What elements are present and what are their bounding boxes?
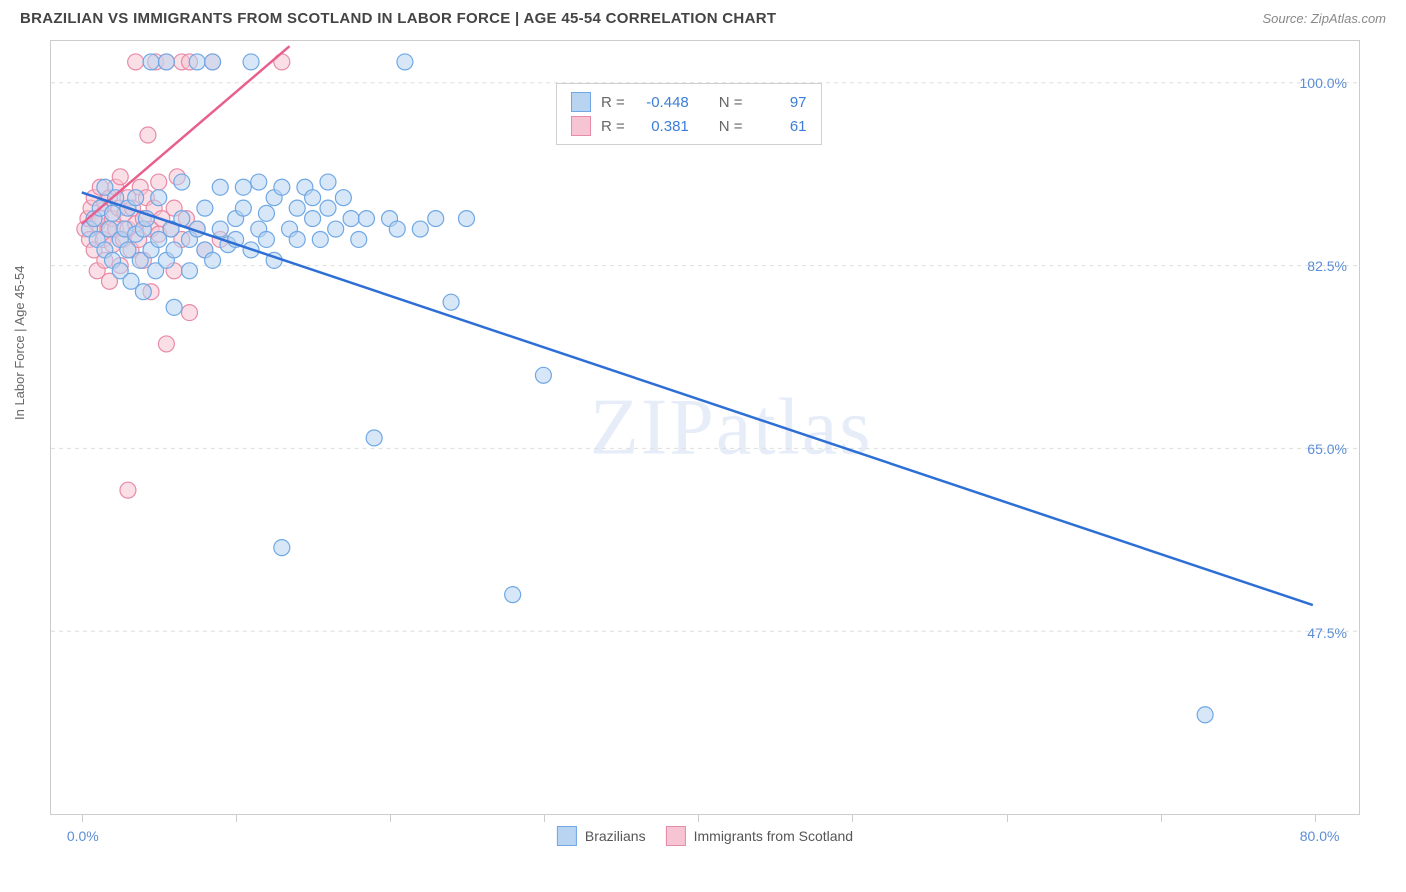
source-attribution: Source: ZipAtlas.com — [1262, 11, 1386, 26]
r-label: R = — [601, 118, 625, 135]
legend-swatch-pink — [571, 116, 591, 136]
n-value: 97 — [753, 94, 807, 111]
legend-label: Immigrants from Scotland — [694, 828, 854, 844]
r-value: 0.381 — [635, 118, 689, 135]
x-tick-label: 80.0% — [1300, 828, 1340, 844]
x-tick — [236, 814, 237, 822]
correlation-legend: R = -0.448 N = 97 R = 0.381 N = 61 — [556, 83, 822, 145]
legend-item-brazilians: Brazilians — [557, 826, 646, 846]
y-tick-label: 47.5% — [1307, 625, 1347, 641]
legend-row-brazilians: R = -0.448 N = 97 — [571, 90, 807, 114]
legend-label: Brazilians — [585, 828, 646, 844]
n-value: 61 — [753, 118, 807, 135]
scatter-plot-svg — [51, 41, 1359, 814]
x-tick — [390, 814, 391, 822]
x-tick — [544, 814, 545, 822]
y-tick-label: 65.0% — [1307, 441, 1347, 457]
legend-swatch-pink — [666, 826, 686, 846]
x-tick — [82, 814, 83, 822]
legend-swatch-blue — [571, 92, 591, 112]
y-axis-label: In Labor Force | Age 45-54 — [12, 266, 27, 420]
n-label: N = — [719, 118, 743, 135]
series-legend: Brazilians Immigrants from Scotland — [557, 826, 853, 846]
x-tick — [852, 814, 853, 822]
x-tick — [698, 814, 699, 822]
r-value: -0.448 — [635, 94, 689, 111]
legend-row-scotland: R = 0.381 N = 61 — [571, 114, 807, 138]
legend-item-scotland: Immigrants from Scotland — [666, 826, 854, 846]
chart-title: BRAZILIAN VS IMMIGRANTS FROM SCOTLAND IN… — [20, 10, 776, 27]
r-label: R = — [601, 94, 625, 111]
x-tick — [1161, 814, 1162, 822]
y-tick-label: 82.5% — [1307, 258, 1347, 274]
chart-area: ZIPatlas R = -0.448 N = 97 R = 0.381 N =… — [50, 40, 1360, 815]
y-tick-label: 100.0% — [1300, 75, 1347, 91]
x-tick — [1315, 814, 1316, 822]
x-tick — [1007, 814, 1008, 822]
x-tick-label: 0.0% — [67, 828, 99, 844]
legend-swatch-blue — [557, 826, 577, 846]
n-label: N = — [719, 94, 743, 111]
